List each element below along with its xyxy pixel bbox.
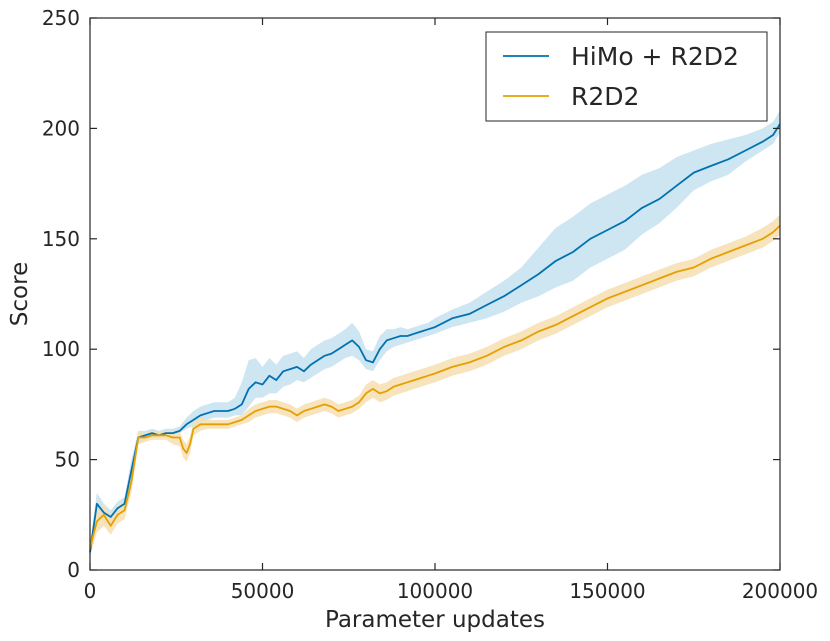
x-tick-label: 100000 bbox=[397, 579, 473, 603]
line-himo-r2d2 bbox=[89, 123, 781, 553]
axis-ticks bbox=[89, 17, 781, 571]
legend-label-himo-r2d2: HiMo + R2D2 bbox=[571, 42, 739, 71]
line-r2d2 bbox=[89, 224, 781, 549]
legend-box bbox=[485, 31, 768, 122]
y-tick-label: 100 bbox=[42, 337, 80, 361]
y-tick-label: 200 bbox=[42, 116, 80, 140]
y-tick-label: 250 bbox=[42, 6, 80, 30]
y-tick-label: 150 bbox=[42, 227, 80, 251]
legend: HiMo + R2D2 R2D2 bbox=[485, 31, 768, 122]
legend-label-r2d2: R2D2 bbox=[571, 82, 639, 111]
y-axis-title: Score bbox=[7, 262, 33, 326]
band-himo-r2d2 bbox=[90, 110, 780, 559]
x-tick-label: 50000 bbox=[231, 579, 295, 603]
axis-tick-labels: 0 50000 100000 150000 200000 0 50 100 150 200 250 bbox=[42, 6, 818, 603]
y-tick-label: 0 bbox=[67, 558, 80, 582]
y-tick-label: 50 bbox=[55, 448, 80, 472]
x-tick-label: 150000 bbox=[569, 579, 645, 603]
band-r2d2 bbox=[90, 214, 780, 557]
x-tick-label: 200000 bbox=[742, 579, 818, 603]
x-axis-title: Parameter updates bbox=[325, 607, 545, 633]
series-lines bbox=[89, 123, 781, 553]
x-tick-label: 0 bbox=[84, 579, 97, 603]
confidence-bands bbox=[90, 110, 780, 559]
